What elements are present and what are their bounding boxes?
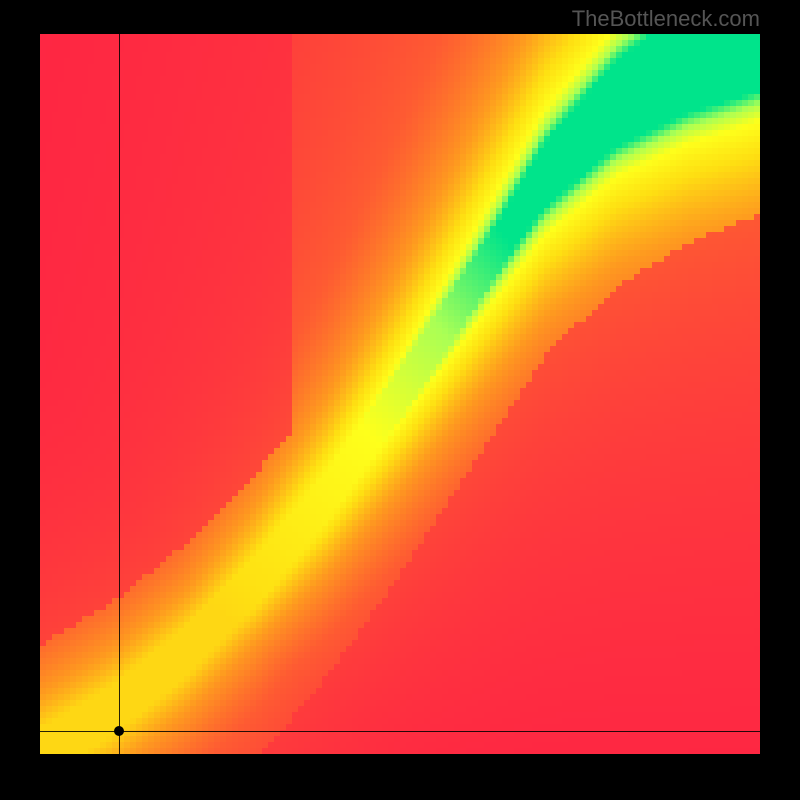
page-watermark: TheBottleneck.com bbox=[572, 6, 760, 32]
heatmap-plot[interactable] bbox=[40, 34, 760, 754]
heatmap-canvas bbox=[40, 34, 760, 754]
